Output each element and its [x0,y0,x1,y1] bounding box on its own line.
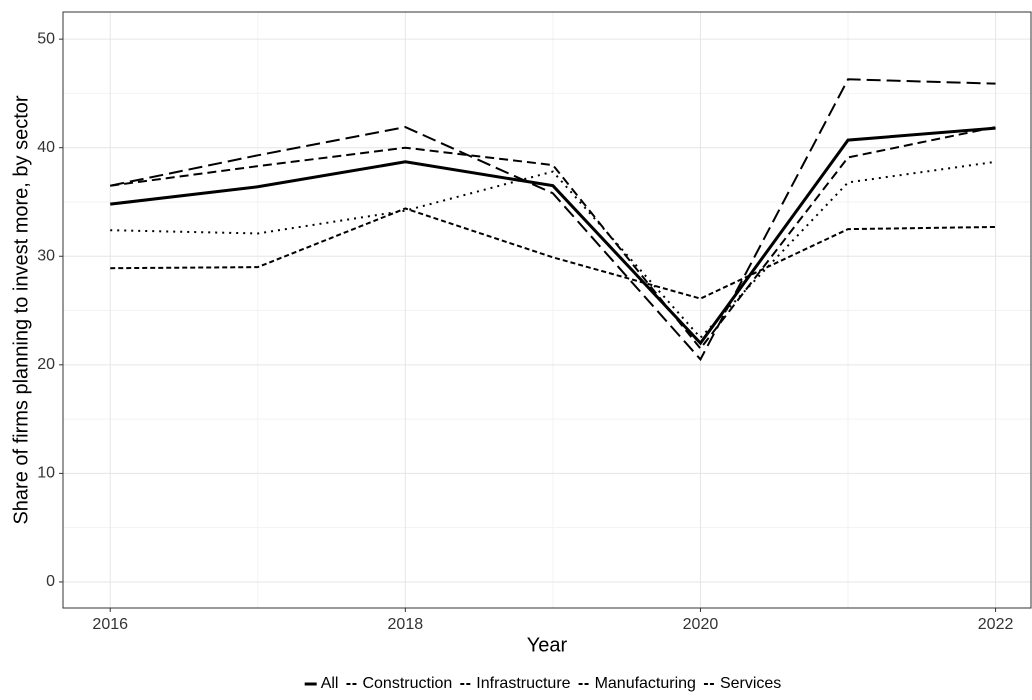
legend: All Construction Infrastructure Manufacturi… [304,675,781,692]
y-tick-label: 20 [37,356,55,373]
x-tick-label: 2018 [388,616,424,633]
legend-label: Construction [362,675,452,692]
legend-label: Infrastructure [476,675,570,692]
y-tick-label: 0 [46,573,55,590]
x-tick-label: 2022 [978,616,1014,633]
plot-border [62,11,1032,609]
y-axis-title: Share of firms planning to invest more, … [10,95,32,524]
series-line [110,160,996,340]
series-line [110,126,996,351]
x-tick-label: 2020 [683,616,719,633]
series-line [110,78,996,362]
y-tick-label: 40 [37,139,55,156]
legend-label: Manufacturing [595,675,696,692]
y-tick-label: 10 [37,465,55,482]
series-line [110,126,996,346]
legend-label: All [321,675,339,692]
y-tick-label: 50 [37,30,55,47]
x-axis-title: Year [527,634,568,656]
y-tick-label: 30 [37,247,55,264]
legend-label: Services [720,675,781,692]
x-tick-label: 2016 [92,616,128,633]
series-line [110,207,996,300]
